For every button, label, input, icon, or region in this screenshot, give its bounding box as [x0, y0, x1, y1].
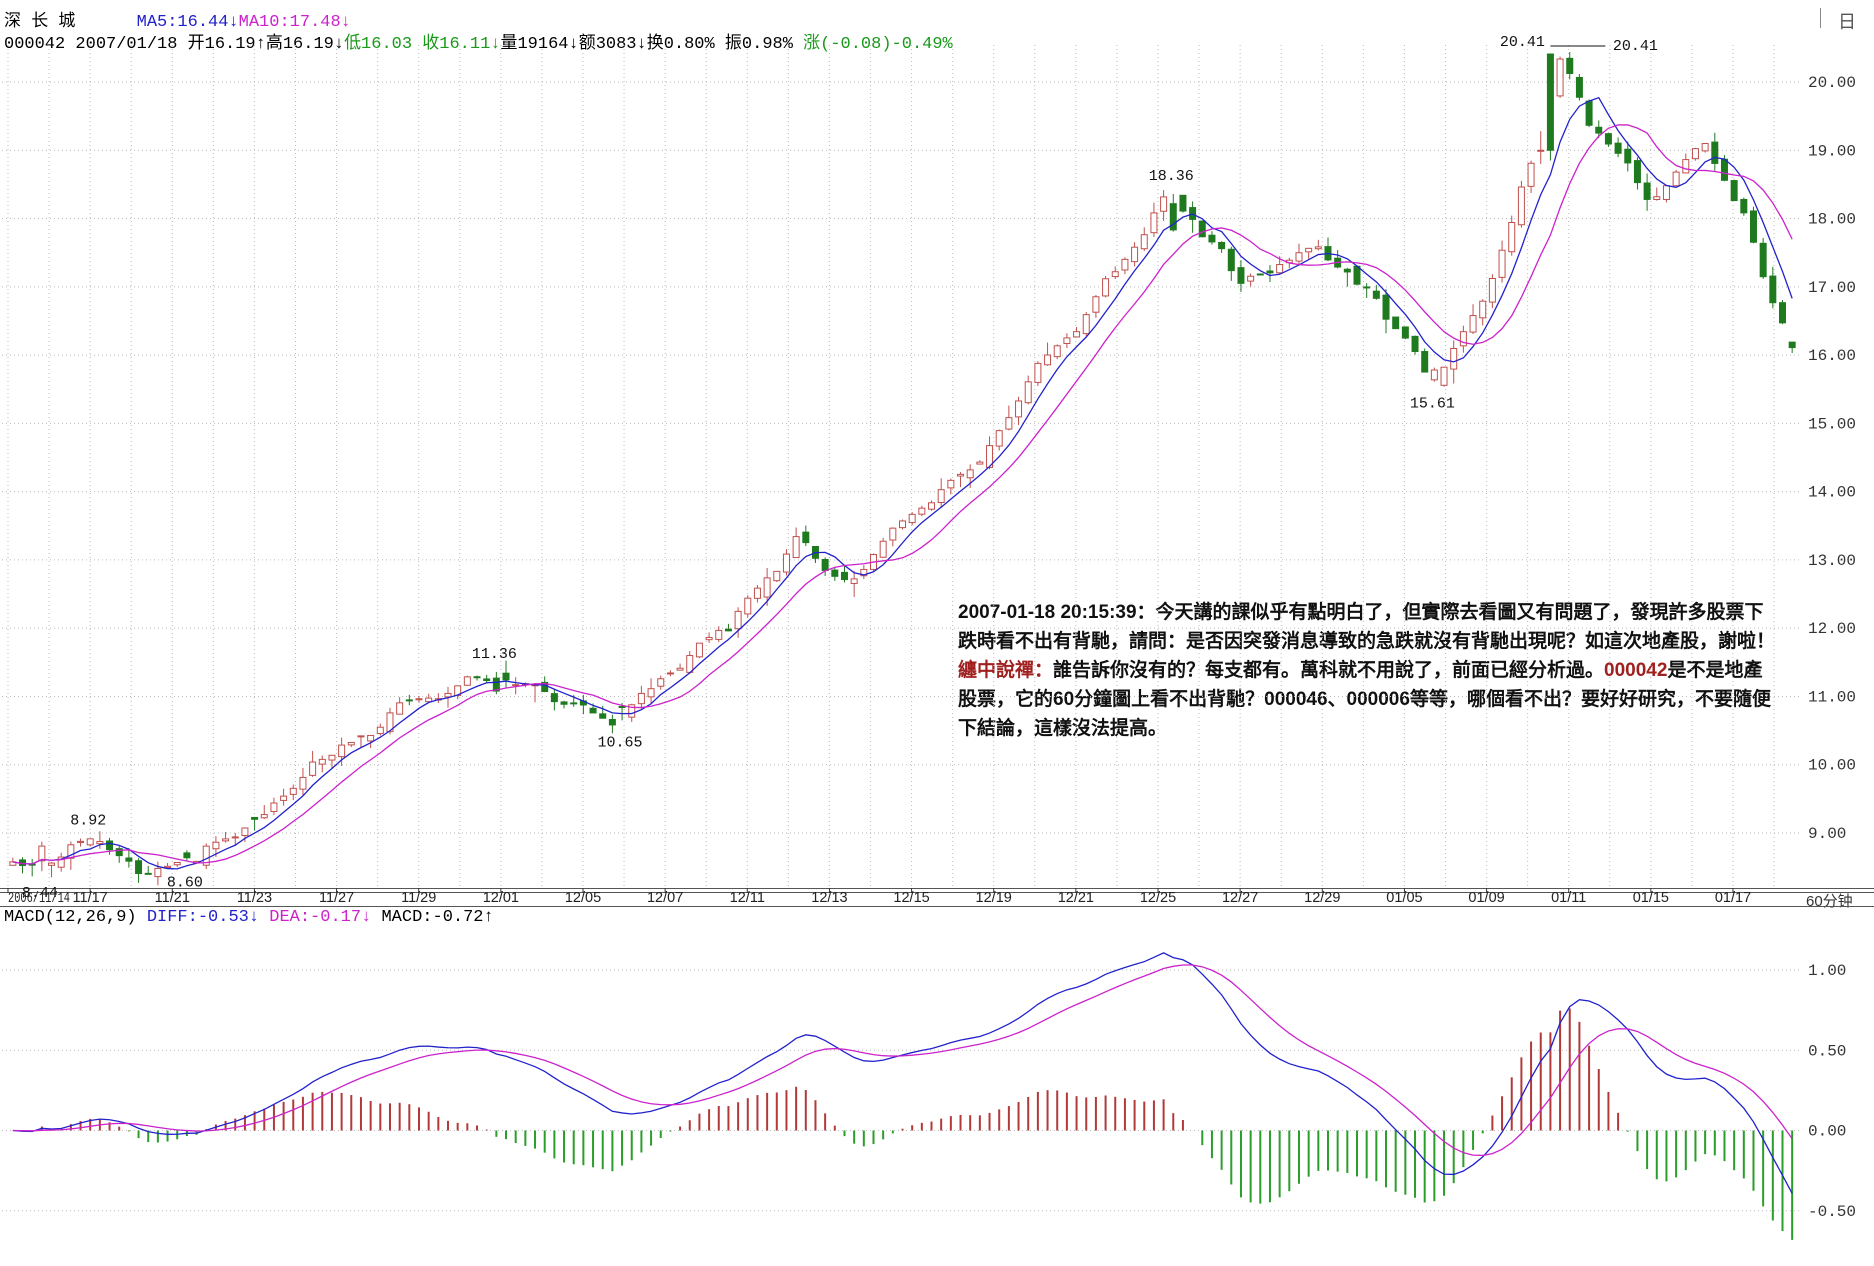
svg-text:01/17: 01/17	[1715, 890, 1751, 906]
svg-text:8.92: 8.92	[70, 812, 106, 829]
svg-text:12/13: 12/13	[811, 890, 847, 906]
svg-text:12/25: 12/25	[1140, 890, 1176, 906]
svg-text:13.00: 13.00	[1808, 552, 1856, 570]
svg-text:20.00: 20.00	[1808, 74, 1856, 92]
svg-text:01/15: 01/15	[1633, 890, 1669, 906]
svg-text:12/29: 12/29	[1304, 890, 1340, 906]
svg-text:0.00: 0.00	[1808, 1123, 1846, 1141]
svg-text:0.50: 0.50	[1808, 1042, 1846, 1060]
svg-text:12/11: 12/11	[730, 890, 765, 906]
svg-text:18.00: 18.00	[1808, 211, 1856, 229]
svg-text:12/21: 12/21	[1058, 890, 1094, 906]
svg-text:20.41: 20.41	[1613, 38, 1658, 55]
svg-text:12/27: 12/27	[1222, 890, 1258, 906]
svg-text:01/09: 01/09	[1468, 890, 1504, 906]
svg-text:11/21: 11/21	[155, 890, 190, 906]
svg-text:2006/11/14: 2006/11/14	[8, 891, 70, 907]
svg-text:20.41: 20.41	[1500, 34, 1545, 51]
svg-text:11/17: 11/17	[73, 890, 108, 906]
svg-text:9.00: 9.00	[1808, 825, 1846, 843]
svg-text:18.36: 18.36	[1149, 168, 1194, 185]
svg-text:1.00: 1.00	[1808, 962, 1846, 980]
svg-text:12/19: 12/19	[976, 890, 1012, 906]
svg-text:01/05: 01/05	[1386, 890, 1422, 906]
svg-text:12/05: 12/05	[565, 890, 601, 906]
svg-text:14.00: 14.00	[1808, 484, 1856, 502]
svg-text:12/15: 12/15	[893, 890, 929, 906]
svg-text:12.00: 12.00	[1808, 620, 1856, 638]
svg-text:19.00: 19.00	[1808, 142, 1856, 160]
svg-text:15.61: 15.61	[1410, 396, 1455, 413]
svg-text:01/11: 01/11	[1551, 890, 1586, 906]
svg-text:11/27: 11/27	[319, 890, 354, 906]
svg-text:10.65: 10.65	[598, 734, 643, 751]
svg-text:10.00: 10.00	[1808, 757, 1856, 775]
svg-text:11.00: 11.00	[1808, 688, 1856, 706]
svg-text:-0.50: -0.50	[1808, 1203, 1856, 1221]
svg-text:11.36: 11.36	[472, 646, 517, 663]
svg-text:15.00: 15.00	[1808, 415, 1856, 433]
svg-text:12/07: 12/07	[647, 890, 683, 906]
svg-text:11/23: 11/23	[237, 890, 272, 906]
svg-text:11/29: 11/29	[401, 890, 436, 906]
svg-text:16.00: 16.00	[1808, 347, 1856, 365]
svg-text:12/01: 12/01	[483, 890, 519, 906]
svg-text:17.00: 17.00	[1808, 279, 1856, 297]
